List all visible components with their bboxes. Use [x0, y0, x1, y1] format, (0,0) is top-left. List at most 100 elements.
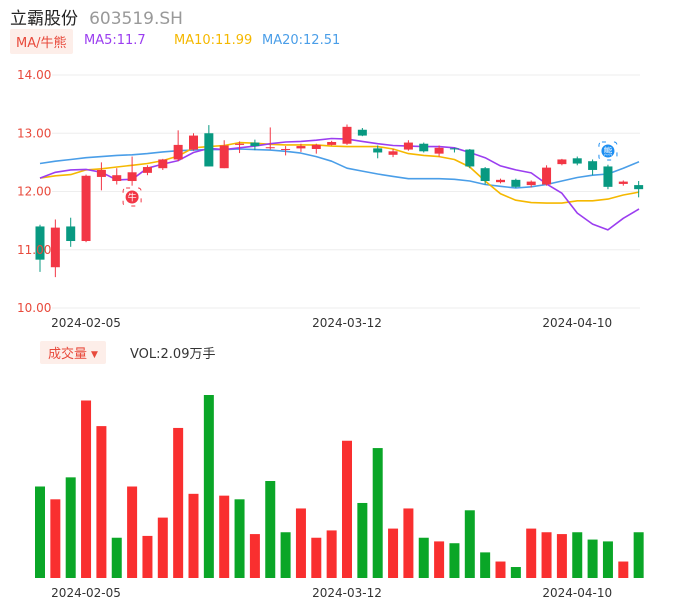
candle-body: [557, 159, 567, 165]
volume-bar: [602, 541, 613, 578]
price-date-label: 2024-02-05: [51, 316, 121, 330]
candle-body: [357, 129, 367, 136]
bear-icon: 熊: [598, 141, 618, 161]
candle-body: [50, 227, 60, 268]
volume-date-label: 2024-02-05: [51, 586, 121, 600]
volume-bar: [526, 528, 537, 578]
candle-body: [250, 142, 260, 147]
candle: [634, 181, 644, 198]
candle: [511, 178, 521, 189]
candle-body: [96, 169, 106, 177]
volume-bar: [326, 530, 337, 578]
volume-bar: [342, 440, 352, 578]
volume-bar: [157, 517, 168, 578]
candle-body: [465, 149, 475, 167]
volume-bar: [81, 400, 92, 578]
candle: [96, 162, 106, 191]
candle-body: [496, 179, 505, 183]
price-tick-label: 11.00: [17, 243, 51, 257]
volume-bar: [280, 532, 291, 578]
volume-bar: [572, 532, 583, 578]
triangle-down-icon: ▼: [91, 350, 98, 360]
price-y-axis: 14.00 13.00 12.00 11.00 10.00: [17, 68, 51, 315]
ma5-line: [39, 137, 640, 231]
bull-icon-badge: [125, 190, 139, 204]
volume-indicator-label: 成交量: [48, 347, 88, 362]
candle: [219, 140, 229, 169]
candle: [142, 165, 152, 176]
volume-value: VOL:2.09万手: [130, 347, 216, 362]
ma20-legend: MA20:12.51: [262, 33, 341, 48]
price-date-label: 2024-04-10: [542, 316, 612, 330]
candle: [204, 125, 214, 167]
candle-body: [35, 226, 45, 260]
candle-body: [618, 181, 628, 184]
candle: [158, 158, 168, 170]
volume-bar: [357, 502, 368, 578]
candle: [618, 180, 628, 186]
volume-bar: [65, 477, 76, 578]
candle-body: [419, 143, 429, 152]
candle-body: [127, 172, 137, 182]
candle-body: [112, 175, 122, 182]
candle-body: [327, 141, 337, 145]
volume-bar: [111, 537, 122, 578]
stock-code: 603519.SH: [89, 9, 183, 29]
candle: [327, 140, 337, 146]
volume-bar: [372, 448, 383, 578]
candle-body: [572, 158, 582, 164]
candle: [588, 159, 598, 176]
ma20-line: [39, 148, 640, 189]
candle: [373, 145, 383, 159]
bear-icon-badge: [601, 144, 615, 158]
candle: [572, 156, 582, 166]
candle-body: [219, 145, 229, 169]
candle: [50, 219, 60, 278]
ma-lines: [39, 137, 640, 231]
candle: [465, 148, 475, 169]
candle: [265, 127, 275, 150]
candle-body: [588, 161, 598, 170]
volume-bar: [633, 532, 644, 578]
ma10-line: [39, 141, 640, 204]
candle-body: [66, 226, 76, 242]
candle: [434, 145, 444, 157]
candle: [127, 156, 137, 186]
volume-bar: [142, 535, 153, 578]
candle-body: [373, 148, 383, 153]
volume-x-axis: 2024-02-05 2024-03-12 2024-04-10: [51, 586, 612, 600]
candle: [496, 178, 505, 184]
volume-bar: [219, 495, 230, 578]
ma-legend: MA/牛熊 MA5:11.7 MA10:11.99 MA20:12.51: [10, 29, 340, 55]
candle-body: [81, 175, 91, 242]
candle-body: [342, 126, 352, 144]
volume-bar: [388, 528, 399, 578]
volume-bar: [173, 427, 184, 578]
ma5-legend: MA5:11.7: [84, 33, 146, 48]
bear-icon-glyph: 熊: [603, 146, 612, 158]
candle: [81, 174, 91, 243]
candle: [35, 224, 45, 272]
volume-bar: [311, 537, 322, 578]
candle-body: [189, 135, 198, 150]
volume-indicator-selector[interactable]: 成交量 ▼: [40, 341, 106, 364]
price-grid: [52, 74, 640, 309]
volume-bars: [35, 395, 644, 578]
candle-body: [158, 159, 168, 169]
candle-body: [403, 142, 413, 150]
ma-indicator-selector[interactable]: MA/牛熊: [10, 29, 73, 54]
volume-bar: [35, 486, 45, 578]
candle: [281, 146, 291, 156]
volume-bar: [203, 395, 214, 578]
price-tick-label: 14.00: [17, 68, 51, 82]
price-x-axis: 2024-02-05 2024-03-12 2024-04-10: [51, 316, 612, 330]
candle-body: [265, 147, 275, 149]
candle-body: [204, 133, 214, 167]
candle: [603, 164, 613, 190]
candle: [449, 147, 459, 153]
candle-body: [142, 167, 152, 173]
price-tick-label: 13.00: [17, 126, 51, 140]
volume-bar: [510, 567, 521, 578]
candle: [250, 139, 260, 151]
